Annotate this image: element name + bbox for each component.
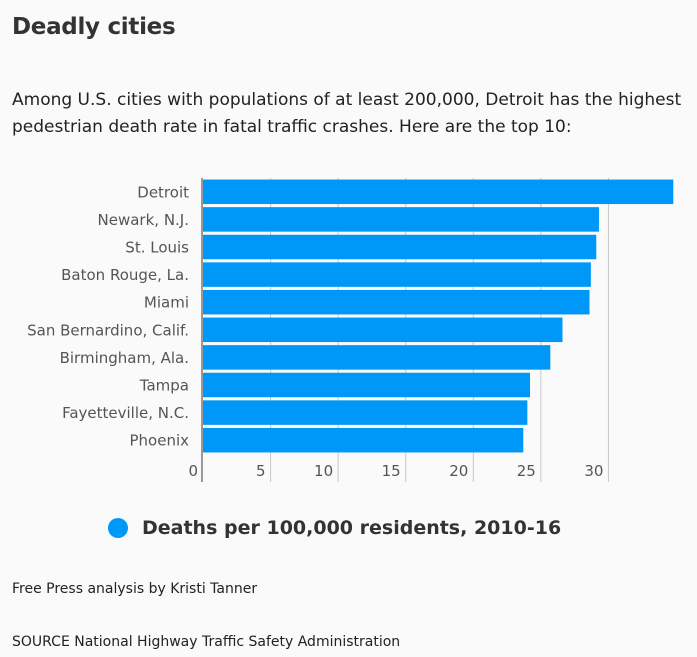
category-label: Baton Rouge, La.	[61, 266, 189, 284]
x-tick-label: 30	[584, 462, 603, 480]
category-label: Phoenix	[129, 432, 189, 450]
category-label: Detroit	[137, 183, 189, 201]
x-tick-label: 0	[188, 462, 198, 480]
bar-chart: Detroit Newark, N.J. St. Louis Baton Rouge,…	[27, 178, 674, 482]
bar	[203, 207, 599, 232]
category-label: Tampa	[139, 377, 189, 395]
legend-label: Deaths per 100,000 residents, 2010-16	[142, 517, 562, 539]
bar	[203, 372, 531, 398]
x-tick-label: 10	[314, 462, 333, 480]
bar	[203, 289, 590, 315]
credit-note: Free Press analysis by Kristi Tanner	[12, 581, 258, 597]
legend-swatch	[108, 518, 128, 538]
chart-subtitle: Among U.S. cities with populations of at…	[12, 90, 682, 137]
legend: Deaths per 100,000 residents, 2010-16	[108, 517, 561, 539]
category-label: Birmingham, Ala.	[60, 349, 189, 367]
chart-title: Deadly cities	[12, 14, 176, 40]
category-label: Newark, N.J.	[98, 211, 189, 229]
bar	[203, 179, 674, 205]
source-note: SOURCE National Highway Traffic Safety A…	[12, 634, 401, 650]
x-tick-label: 5	[256, 462, 266, 480]
bar	[203, 234, 597, 260]
category-label: St. Louis	[125, 239, 189, 257]
bar	[203, 317, 563, 343]
x-tick-label: 15	[382, 462, 401, 480]
bar	[203, 345, 551, 370]
category-label: Fayetteville, N.C.	[62, 404, 189, 422]
x-tick-label: 20	[449, 462, 468, 480]
x-tick-label: 25	[517, 462, 536, 480]
bar	[203, 427, 524, 453]
bar	[203, 400, 528, 425]
category-label: San Bernardino, Calif.	[27, 321, 189, 339]
category-label: Miami	[144, 294, 189, 312]
bar	[203, 262, 591, 287]
